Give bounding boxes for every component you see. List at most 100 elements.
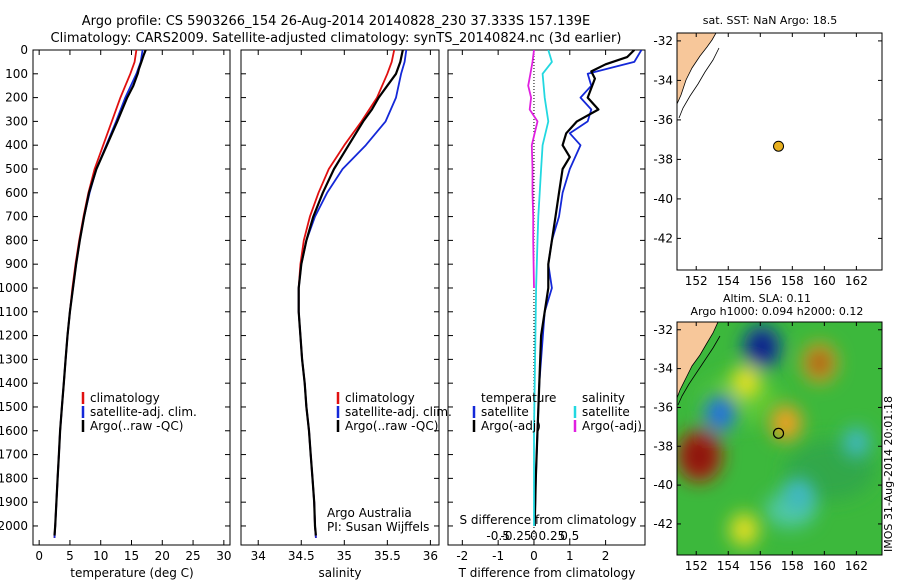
series-line-climatology	[53, 50, 138, 538]
difference-title-salinity: S difference from climatology	[460, 513, 637, 527]
x-tick-label: 30	[216, 549, 231, 563]
x-tick-label: 0	[530, 549, 538, 563]
sla-anomaly-core	[810, 351, 829, 374]
map-y-tick-label: -34	[653, 73, 673, 87]
difference-xlabel-temperature: T difference from climatology	[458, 566, 636, 580]
legend-label-satellite: satellite-adj. clim.	[345, 405, 452, 419]
y-tick-label: 1900	[0, 495, 28, 509]
y-tick-label: 300	[5, 114, 28, 128]
legend-label-temperature-argo: Argo(-adj)	[481, 419, 541, 433]
series-line-climatology	[297, 50, 396, 538]
series-line-argo-raw-qc-	[53, 50, 147, 536]
series-line-temperature-argo-adj-	[533, 50, 636, 527]
x-tick-label: 0	[35, 549, 43, 563]
salinity-tick-label: 0.5	[560, 529, 579, 543]
y-tick-label: 800	[5, 233, 28, 247]
series-line-salinity-satellite	[533, 50, 553, 526]
map-y-tick-label: -42	[653, 231, 673, 245]
legend-label-salinity-argo: Argo(-adj)	[582, 419, 642, 433]
map-x-tick-label: 154	[717, 274, 740, 288]
y-tick-label: 1200	[0, 329, 28, 343]
y-tick-label: 1700	[0, 448, 28, 462]
legend-label-satellite: satellite-adj. clim.	[90, 405, 197, 419]
temperature-axes: 0 5 10 15 20 25 300100200300400500600700800900…	[0, 43, 231, 563]
map-x-tick-label: 160	[813, 559, 836, 573]
x-tick-label: 10	[93, 549, 108, 563]
map-y-tick-label: -40	[653, 192, 673, 206]
legend-label-climatology: climatology	[90, 391, 160, 405]
x-tick-label: 35	[337, 549, 352, 563]
map-x-tick-label: 158	[781, 274, 804, 288]
y-tick-label: 1600	[0, 424, 28, 438]
map-x-tick-label: 158	[781, 559, 804, 573]
legend-header-salinity: salinity	[582, 391, 625, 405]
map-y-tick-label: -34	[653, 362, 673, 376]
sla-anomaly-blob	[843, 427, 870, 458]
y-tick-label: 1300	[0, 352, 28, 366]
temperature-panel-frame	[32, 49, 231, 546]
salinity-series	[297, 50, 408, 538]
series-line-salinity-argo-adj-	[527, 50, 539, 289]
map-x-tick-label: 156	[749, 559, 772, 573]
y-tick-label: 700	[5, 210, 28, 224]
land-mass	[677, 322, 719, 399]
map-x-tick-label: 154	[717, 559, 740, 573]
salinity-xlabel: salinity	[318, 566, 361, 580]
temperature-xlabel: temperature (deg C)	[70, 566, 193, 580]
temperature-series	[53, 50, 147, 538]
x-tick-label: 20	[155, 549, 170, 563]
sla-anomaly-blob	[731, 365, 761, 399]
x-tick-label: -1	[492, 549, 504, 563]
sla-map-title-line2: Argo h1000: 0.094 h2000: 0.12	[691, 305, 864, 318]
series-line-satellite-adj-clim-	[297, 50, 408, 538]
imos-watermark: IMOS 31-Aug-2014 20:01:18	[882, 396, 895, 552]
x-tick-label: 34	[251, 549, 266, 563]
x-tick-label: 2	[602, 549, 610, 563]
map-x-tick-label: 162	[845, 274, 868, 288]
x-tick-label: 5	[66, 549, 74, 563]
y-tick-label: 100	[5, 67, 28, 81]
map-y-tick-label: -40	[653, 478, 673, 492]
salinity-tick-label: -0.5	[486, 529, 509, 543]
map-y-tick-label: -32	[653, 34, 673, 48]
sst-map-frame	[676, 32, 883, 271]
y-tick-label: 1400	[0, 376, 28, 390]
coastal-contour	[678, 47, 720, 119]
x-tick-label: 34.5	[288, 549, 315, 563]
figure-title-line1: Argo profile: CS 5903266_154 26-Aug-2014…	[82, 14, 590, 29]
credit-line1: Argo Australia	[327, 506, 412, 520]
y-tick-label: 1800	[0, 471, 28, 485]
y-tick-label: 0	[20, 43, 28, 57]
salinity-tick-label: 0.25	[539, 529, 566, 543]
y-tick-label: 1500	[0, 400, 28, 414]
salinity-axes: 34 34.5 35 35.5 36	[241, 49, 439, 563]
sla-anomaly-core	[686, 441, 712, 471]
y-tick-label: 600	[5, 186, 28, 200]
x-tick-label: 36	[423, 549, 438, 563]
salinity-panel-frame	[240, 49, 440, 546]
series-line-satellite-adj-clim-	[53, 50, 144, 538]
sst-map-axes: 152 154 156 158 160 162 -32 -34 -36 -38 -40 -42	[653, 33, 882, 288]
sla-anomaly-features	[677, 326, 870, 547]
sla-anomaly-blob	[730, 513, 759, 547]
credit-line2: PI: Susan Wijffels	[327, 520, 429, 534]
legend-label-climatology: climatology	[345, 391, 415, 405]
y-tick-label: 2000	[0, 519, 28, 533]
difference-series	[527, 50, 643, 527]
y-tick-label: 900	[5, 257, 28, 271]
legend-header-temperature: temperature	[481, 391, 556, 405]
map-x-tick-label: 162	[845, 559, 868, 573]
salinity-tick-label: -0.25	[501, 529, 532, 543]
legend-label-argo: Argo(..raw -QC)	[345, 419, 438, 433]
map-x-tick-label: 160	[813, 274, 836, 288]
float-position-marker	[772, 427, 785, 439]
sla-map-axes: 152 154 156 158 160 162 -32 -34 -36 -38 -40 -42	[653, 322, 882, 573]
sst-map-title: sat. SST: NaN Argo: 18.5	[703, 14, 837, 27]
map-x-tick-label: 152	[685, 274, 708, 288]
difference-legend: temperature salinity satellite Argo(-adj…	[472, 391, 642, 433]
y-tick-label: 400	[5, 138, 28, 152]
temperature-legend: climatology satellite-adj. clim. Argo(..…	[81, 391, 197, 433]
y-tick-label: 200	[5, 91, 28, 105]
sla-anomaly-blob	[770, 405, 802, 441]
